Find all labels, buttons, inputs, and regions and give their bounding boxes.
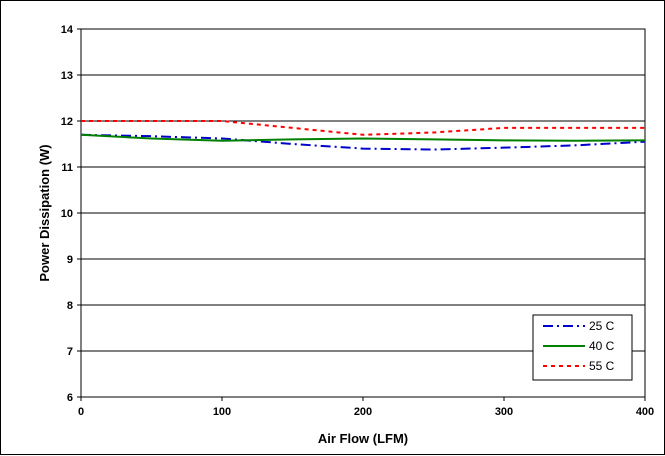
series-lines [80,120,646,151]
x-tick-label: 300 [495,406,513,418]
y-tick-label: 9 [67,254,73,266]
y-tick-label: 10 [61,208,73,220]
y-tick-label: 7 [67,346,73,358]
x-tick-label: 200 [354,406,372,418]
series-line-3 [81,120,645,136]
legend: 25 C 40 C 55 C [532,314,633,381]
series-line-2 [80,133,646,142]
x-tick-label: 100 [213,406,231,418]
legend-label-1: 25 C [589,319,615,333]
x-tick-label: 400 [636,406,654,418]
legend-label-2: 40 C [589,339,615,353]
legend-label-3: 55 C [589,359,615,373]
y-tick-label: 12 [61,116,73,128]
series-line-1 [80,133,646,151]
x-axis-title: Air Flow (LFM) [318,431,408,446]
y-tick-label: 14 [61,24,74,36]
y-tick-label: 6 [67,392,73,404]
y-tick-label: 13 [61,70,73,82]
legend-box [532,314,633,381]
x-tick-label: 0 [78,406,84,418]
y-axis-title: Power Dissipation (W) [37,144,52,281]
y-tick-label: 8 [67,300,73,312]
y-tick-label: 11 [61,162,73,174]
tick-labels: 6 7 8 9 10 11 12 13 14 0 100 200 300 400 [61,24,654,418]
